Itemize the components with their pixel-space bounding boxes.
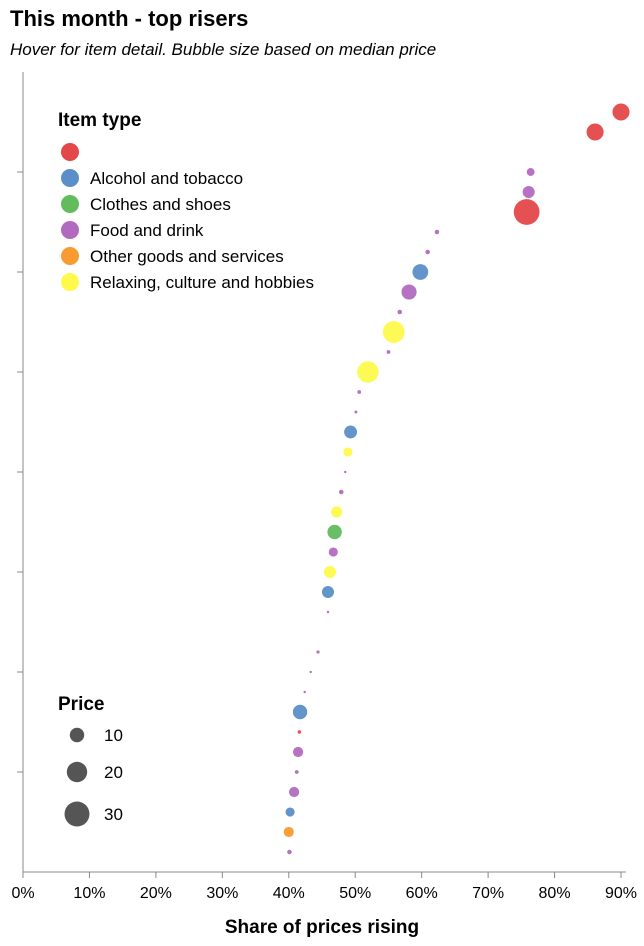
legend-swatch xyxy=(61,273,79,291)
legend-label: Food and drink xyxy=(90,221,204,240)
y-axis xyxy=(17,72,24,872)
legend-item-type-title: Item type xyxy=(58,110,141,131)
bubble[interactable] xyxy=(287,849,292,855)
legend-swatch xyxy=(61,195,79,213)
bubble[interactable] xyxy=(326,610,330,614)
bubble[interactable] xyxy=(344,425,358,439)
bubble[interactable] xyxy=(526,168,535,176)
legend-size-swatch xyxy=(66,761,88,783)
legend-size-label: 30 xyxy=(104,805,123,824)
legend-size-swatch xyxy=(64,801,90,827)
bubble[interactable] xyxy=(425,249,430,255)
x-tick-label: 40% xyxy=(273,885,305,902)
bubble[interactable] xyxy=(323,565,337,579)
x-tick-label: 60% xyxy=(406,885,438,902)
bubble[interactable] xyxy=(285,807,295,817)
bubble[interactable] xyxy=(434,229,440,235)
bubble[interactable] xyxy=(292,704,308,720)
bubble[interactable] xyxy=(386,350,391,354)
bubble[interactable] xyxy=(309,670,312,674)
legend-size-label: 10 xyxy=(104,726,123,745)
bubble[interactable] xyxy=(344,470,347,474)
x-tick-label: 0% xyxy=(11,885,34,902)
bubble[interactable] xyxy=(397,309,403,315)
legend-label: Alcohol and tobacco xyxy=(90,169,243,188)
bubble[interactable] xyxy=(288,786,300,798)
bubble[interactable] xyxy=(343,447,353,457)
bubble[interactable] xyxy=(354,410,358,414)
x-tick-label: 90% xyxy=(605,885,637,902)
bubble[interactable] xyxy=(321,585,335,599)
legend-swatch xyxy=(61,169,79,187)
legend-label: Other goods and services xyxy=(90,247,284,266)
bubble[interactable] xyxy=(412,264,429,280)
bubble[interactable] xyxy=(357,390,362,394)
x-tick-label: 10% xyxy=(73,885,105,902)
bubble[interactable] xyxy=(522,185,535,199)
bubble[interactable] xyxy=(331,506,343,518)
bubble[interactable] xyxy=(328,547,338,557)
legend-label: Clothes and shoes xyxy=(90,195,231,214)
x-axis-title: Share of prices rising xyxy=(225,917,419,938)
x-axis: 0% 10% 20% 30% 40% 50% 60% 70% 80% 90% xyxy=(11,871,637,902)
x-tick-label: 20% xyxy=(140,885,172,902)
legend-swatch xyxy=(61,221,79,239)
legend-item-type: Item type Alcohol and tobacco Clothes and … xyxy=(58,110,314,292)
bubble[interactable] xyxy=(297,730,302,734)
legend-size-swatch xyxy=(69,727,85,743)
bubble[interactable] xyxy=(401,284,417,300)
bubble[interactable] xyxy=(586,123,604,141)
bubble[interactable] xyxy=(382,321,405,343)
bubble[interactable] xyxy=(283,826,294,838)
x-tick-label: 30% xyxy=(206,885,238,902)
x-tick-label: 80% xyxy=(539,885,571,902)
chart-subtitle: Hover for item detail. Bubble size based… xyxy=(10,40,437,59)
x-tick-label: 50% xyxy=(339,885,371,902)
bubble[interactable] xyxy=(513,199,540,225)
bubbles xyxy=(283,103,630,855)
bubble[interactable] xyxy=(338,489,344,495)
bubble[interactable] xyxy=(292,746,304,758)
bubble[interactable] xyxy=(612,103,630,121)
bubble[interactable] xyxy=(294,770,299,774)
bubble[interactable] xyxy=(303,690,306,694)
legend-price-title: Price xyxy=(58,694,104,715)
legend-swatch xyxy=(61,247,79,265)
bubble[interactable] xyxy=(316,650,320,654)
bubble[interactable] xyxy=(327,524,342,540)
legend-swatch xyxy=(61,143,79,161)
chart-title: This month - top risers xyxy=(10,6,249,31)
x-tick-label: 70% xyxy=(472,885,504,902)
bubble[interactable] xyxy=(357,361,379,383)
legend-size-label: 20 xyxy=(104,763,123,782)
legend-label: Relaxing, culture and hobbies xyxy=(90,273,314,292)
